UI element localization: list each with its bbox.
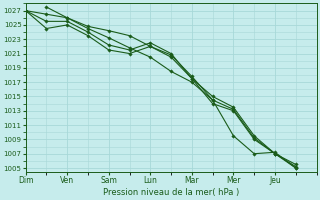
- X-axis label: Pression niveau de la mer( hPa ): Pression niveau de la mer( hPa ): [103, 188, 239, 197]
